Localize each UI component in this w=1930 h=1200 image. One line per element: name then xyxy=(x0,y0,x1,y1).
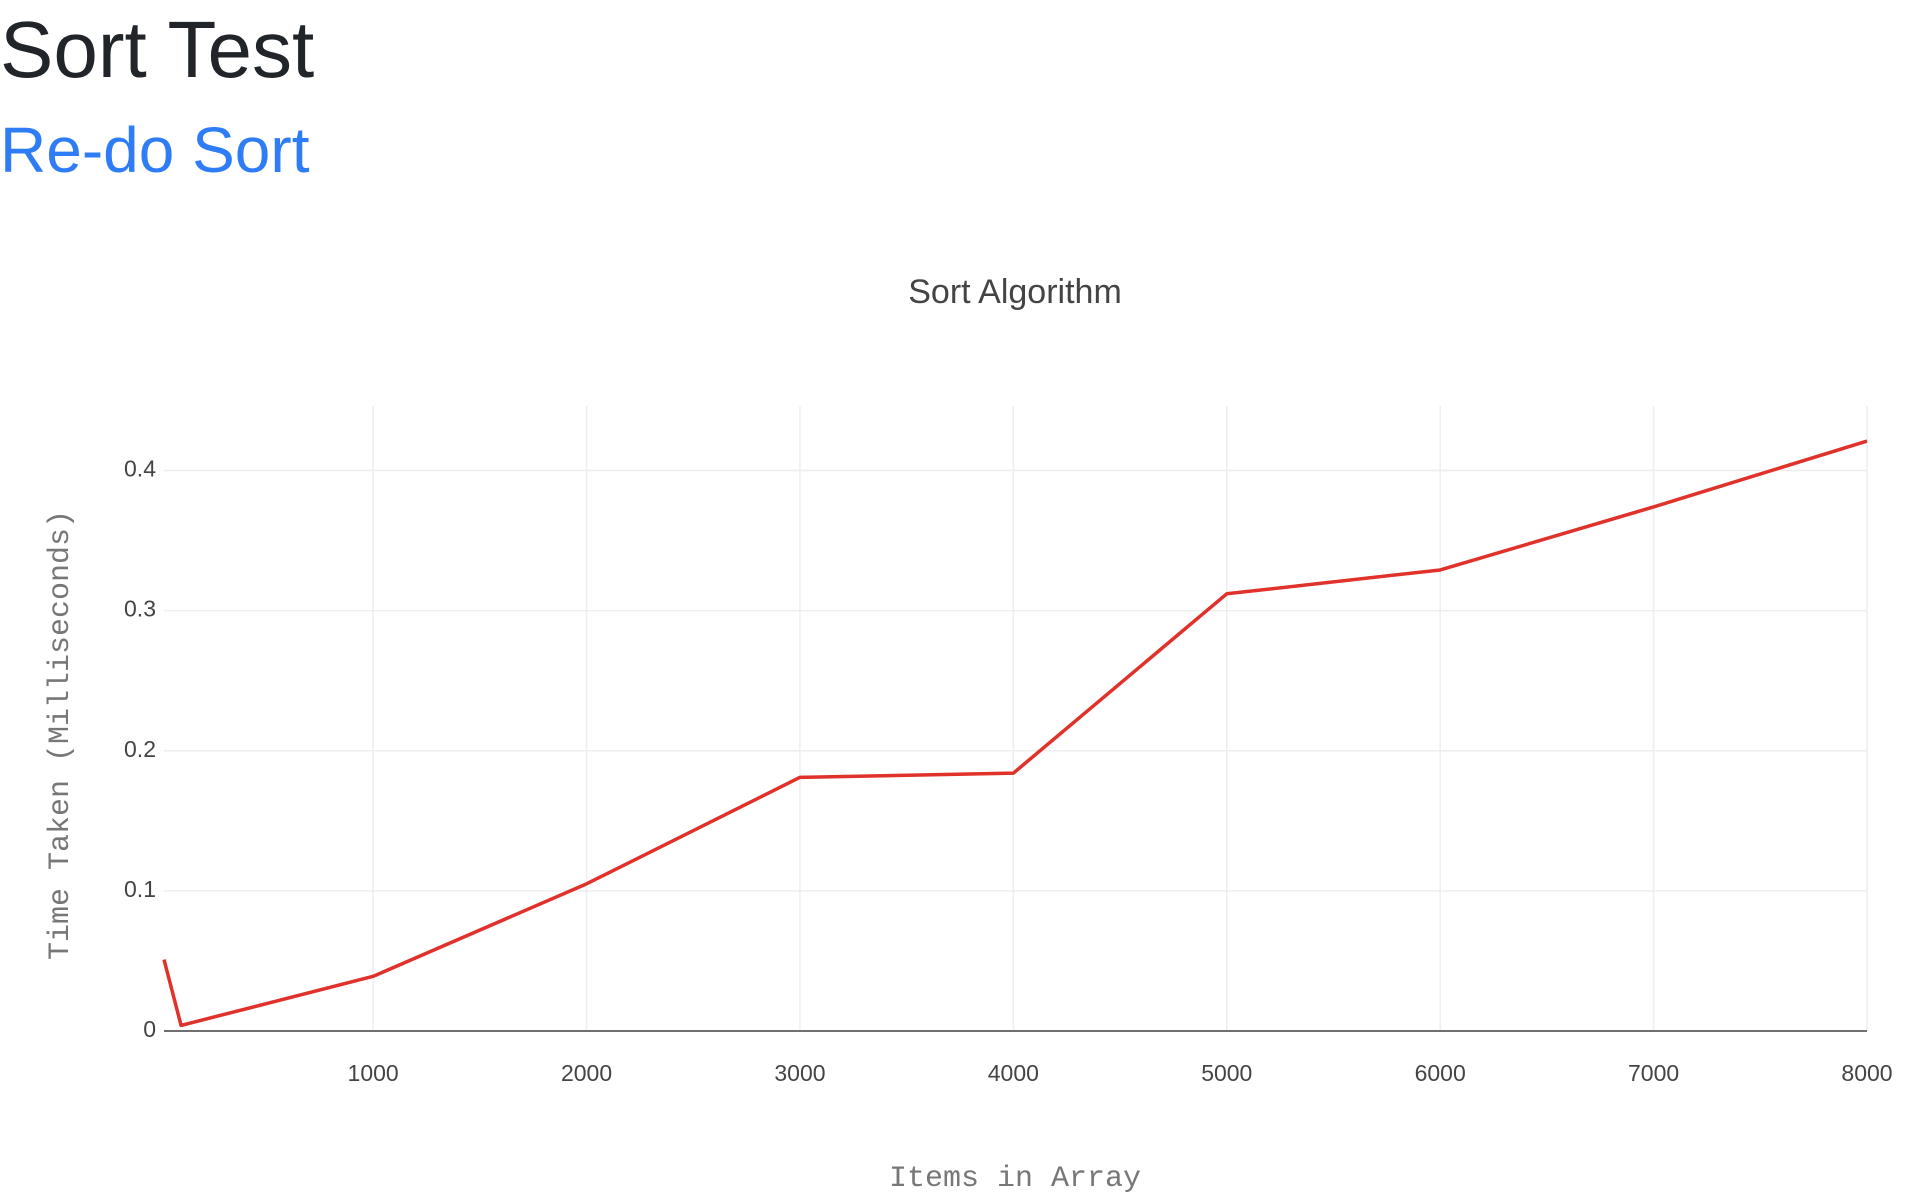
x-tick-label: 3000 xyxy=(774,1060,825,1086)
y-tick-label: 0.4 xyxy=(124,456,156,482)
x-tick-label: 6000 xyxy=(1415,1060,1466,1086)
chart-title: Sort Algorithm xyxy=(908,273,1122,311)
x-tick-label: 5000 xyxy=(1201,1060,1252,1086)
data-line xyxy=(162,439,1868,1028)
x-axis-title: Items in Array xyxy=(889,1162,1141,1196)
y-tick-label: 0.2 xyxy=(124,736,156,762)
y-axis-title: Time Taken (Milliseconds) xyxy=(44,510,78,960)
x-tick-label: 2000 xyxy=(561,1060,612,1086)
redo-link[interactable]: Re-do Sort xyxy=(0,114,310,186)
x-tick-label: 4000 xyxy=(988,1060,1039,1086)
x-tick-label: 8000 xyxy=(1841,1060,1892,1086)
x-tick-label: 1000 xyxy=(348,1060,399,1086)
x-tick-label: 7000 xyxy=(1628,1060,1679,1086)
y-tick-label: 0.1 xyxy=(124,876,156,902)
y-tick-label: 0 xyxy=(143,1016,156,1042)
page-title: Sort Test xyxy=(0,5,315,94)
y-tick-label: 0.3 xyxy=(124,596,156,622)
